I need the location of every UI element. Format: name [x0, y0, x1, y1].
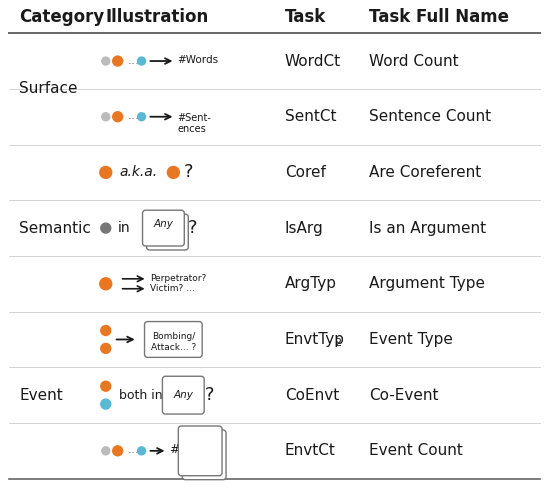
Circle shape — [102, 447, 110, 455]
Text: Category: Category — [19, 8, 104, 26]
Text: Task: Task — [285, 8, 326, 26]
FancyBboxPatch shape — [182, 430, 226, 480]
Text: in: in — [118, 221, 130, 235]
Circle shape — [138, 113, 146, 121]
Text: ...: ... — [128, 109, 140, 122]
Circle shape — [101, 343, 111, 353]
Circle shape — [101, 326, 111, 336]
Text: ...: ... — [128, 443, 140, 457]
Text: IsArg: IsArg — [285, 220, 323, 236]
Circle shape — [113, 56, 123, 66]
FancyBboxPatch shape — [146, 214, 188, 250]
FancyBboxPatch shape — [162, 376, 204, 414]
Text: Event Type: Event Type — [369, 332, 453, 347]
Text: CoEnvt: CoEnvt — [285, 388, 339, 402]
Circle shape — [102, 113, 110, 121]
Text: ArgTyp: ArgTyp — [285, 277, 337, 291]
Text: ?: ? — [205, 386, 214, 404]
Text: a.k.a.: a.k.a. — [120, 165, 158, 180]
Circle shape — [138, 447, 146, 455]
Text: Event: Event — [19, 388, 63, 402]
Text: Is an Argument: Is an Argument — [369, 220, 486, 236]
FancyBboxPatch shape — [178, 426, 222, 476]
Circle shape — [138, 57, 146, 65]
Circle shape — [167, 166, 179, 179]
FancyBboxPatch shape — [145, 322, 202, 357]
Circle shape — [101, 381, 111, 391]
Text: Task Full Name: Task Full Name — [369, 8, 509, 26]
Text: 2: 2 — [334, 338, 342, 348]
Text: Victim? ...: Victim? ... — [151, 284, 195, 293]
Text: Co-Event: Co-Event — [369, 388, 439, 402]
Text: ...: ... — [128, 54, 140, 66]
Text: Semantic: Semantic — [19, 220, 91, 236]
Text: Argument Type: Argument Type — [369, 277, 485, 291]
Circle shape — [101, 223, 111, 233]
Text: Are Coreferent: Are Coreferent — [369, 165, 481, 180]
Text: Illustration: Illustration — [106, 8, 209, 26]
Text: Any: Any — [153, 219, 173, 229]
Circle shape — [100, 278, 112, 290]
Text: Attack... ?: Attack... ? — [151, 343, 196, 352]
FancyBboxPatch shape — [142, 210, 184, 246]
Text: SentCt: SentCt — [285, 109, 336, 124]
Text: #Words: #Words — [177, 55, 218, 65]
Text: Event Count: Event Count — [369, 443, 463, 459]
Text: Sentence Count: Sentence Count — [369, 109, 491, 124]
Text: EnvtCt: EnvtCt — [285, 443, 336, 459]
Text: Surface: Surface — [19, 81, 78, 96]
Text: Coref: Coref — [285, 165, 326, 180]
Circle shape — [102, 57, 110, 65]
Text: Perpetrator?: Perpetrator? — [151, 275, 207, 283]
Circle shape — [100, 166, 112, 179]
Text: ?: ? — [183, 163, 193, 182]
Text: #: # — [169, 443, 180, 457]
Text: ?: ? — [187, 219, 197, 237]
Text: Bombing/: Bombing/ — [152, 332, 195, 341]
Text: WordCt: WordCt — [285, 54, 341, 68]
Text: Word Count: Word Count — [369, 54, 459, 68]
Text: both in: both in — [119, 389, 162, 401]
Text: EnvtTyp: EnvtTyp — [285, 332, 345, 347]
Text: #Sent-
ences: #Sent- ences — [177, 113, 211, 134]
Text: Any: Any — [173, 390, 193, 400]
Circle shape — [101, 399, 111, 409]
Circle shape — [113, 446, 123, 456]
Circle shape — [113, 112, 123, 122]
